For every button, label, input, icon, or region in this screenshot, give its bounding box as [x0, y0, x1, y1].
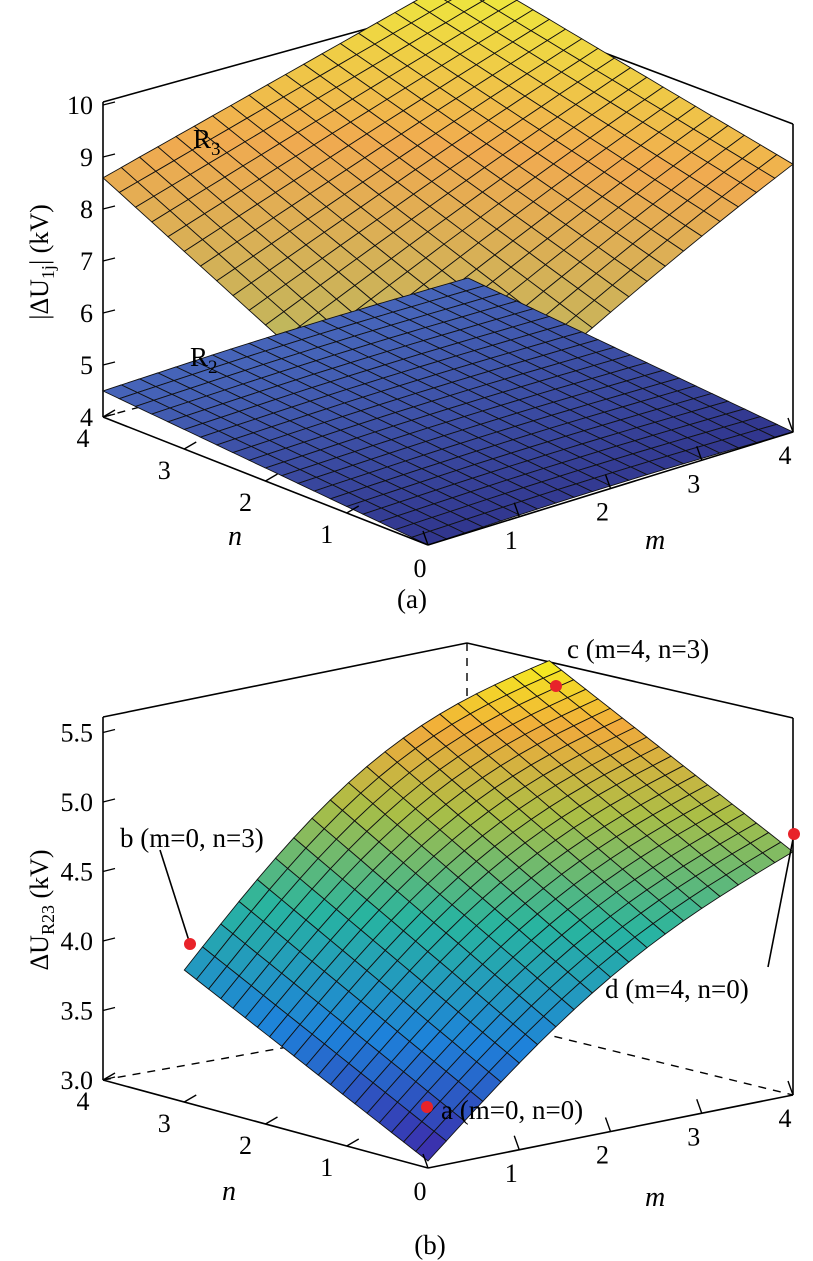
n-tick-label: 4: [77, 1087, 90, 1116]
n-tick: [265, 473, 278, 482]
n-tick: [183, 441, 197, 450]
z-tick-label: 4: [80, 403, 93, 432]
z-tick-label: 10: [67, 91, 93, 120]
m-tick: [787, 417, 794, 433]
n-tick: [346, 1138, 360, 1147]
annotation-a-label: a (m=0, n=0): [441, 1095, 583, 1125]
z-tick: [102, 309, 116, 314]
z-tick-label: 4.5: [61, 858, 94, 887]
annotation-c-label: c (m=4, n=3): [567, 634, 709, 664]
n-tick-label: 1: [320, 520, 333, 549]
annotation-c-marker: [550, 680, 562, 692]
z-tick: [102, 101, 116, 106]
surface-r3: [102, 0, 794, 473]
z-tick: [102, 205, 116, 210]
panel-b-label: (b): [414, 1230, 445, 1260]
annotation-d-leader: [767, 833, 795, 968]
n-tick: [183, 1094, 197, 1103]
annotation-a-marker: [421, 1101, 433, 1113]
m-tick-label: 4: [779, 441, 792, 470]
n-tick-label: 3: [158, 1109, 171, 1138]
m-tick: [604, 474, 612, 489]
z-tick: [102, 867, 116, 873]
m-tick: [696, 446, 703, 461]
m-tick: [422, 530, 429, 546]
panel-a-m-axis-label: m: [645, 525, 665, 556]
m-tick-label: 1: [505, 526, 518, 555]
m-tick-label: 1: [505, 1159, 518, 1188]
panel-b-z-axis-label: ΔUR23 (kV): [25, 849, 58, 970]
m-tick-label: 0: [414, 554, 427, 583]
panel-a-label: (a): [397, 584, 427, 614]
z-tick: [102, 153, 116, 158]
z-tick-label: 5.5: [61, 719, 94, 748]
m-tick: [604, 1117, 612, 1132]
z-tick-label: 3.0: [61, 1066, 94, 1095]
annotation-b-marker: [184, 938, 196, 950]
n-tick: [346, 505, 360, 514]
z-tick-label: 3.5: [61, 997, 94, 1026]
panel-b-n-axis-label: n: [222, 1176, 236, 1207]
annotation-b-label: b (m=0, n=3): [120, 823, 264, 853]
panel-b-m-axis-label: m: [645, 1182, 665, 1213]
annotation-b-leader: [159, 849, 191, 945]
z-tick-label: 5: [80, 351, 93, 380]
z-tick-label: 7: [80, 247, 93, 276]
m-tick-label: 0: [414, 1177, 427, 1206]
z-tick: [102, 361, 116, 366]
m-tick-label: 3: [687, 1122, 700, 1151]
m-tick-label: 3: [687, 469, 700, 498]
z-tick: [102, 413, 116, 418]
z-tick-label: 5.0: [61, 788, 94, 817]
m-tick-label: 2: [596, 1141, 609, 1170]
m-tick: [696, 1099, 703, 1114]
n-tick: [265, 1116, 278, 1125]
annotation-d-label: d (m=4, n=0): [605, 974, 749, 1004]
m-tick: [787, 1080, 794, 1096]
n-tick-label: 4: [77, 424, 90, 453]
n-tick-label: 3: [158, 456, 171, 485]
annotation-d-marker: [788, 828, 800, 840]
z-tick: [102, 1076, 116, 1081]
z-tick: [102, 1006, 116, 1012]
panel-a-z-axis-label: |ΔU1j| (kV): [25, 204, 58, 320]
m-tick: [513, 502, 520, 517]
surface-r2: [101, 277, 795, 546]
m-tick: [513, 1135, 520, 1150]
z-tick: [102, 257, 116, 262]
z-tick: [102, 798, 116, 803]
surface-delta-u-r23: [183, 660, 794, 1162]
z-tick-label: 6: [80, 299, 93, 328]
z-tick-label: 4.0: [61, 927, 94, 956]
series-label-r2: R2: [190, 342, 218, 378]
panel-a-n-axis-label: n: [228, 521, 242, 552]
z-tick: [102, 728, 116, 734]
z-tick: [102, 937, 116, 942]
n-tick-label: 1: [320, 1153, 333, 1182]
z-tick-label: 9: [80, 143, 93, 172]
m-tick: [422, 1153, 429, 1169]
z-tick-label: 8: [80, 195, 93, 224]
n-tick-label: 2: [239, 1131, 252, 1160]
m-tick-label: 2: [596, 498, 609, 527]
series-label-r3: R3: [193, 124, 221, 160]
m-tick-label: 4: [779, 1104, 792, 1133]
delta-u-cell: [415, 1130, 447, 1162]
n-tick-label: 2: [239, 488, 252, 517]
